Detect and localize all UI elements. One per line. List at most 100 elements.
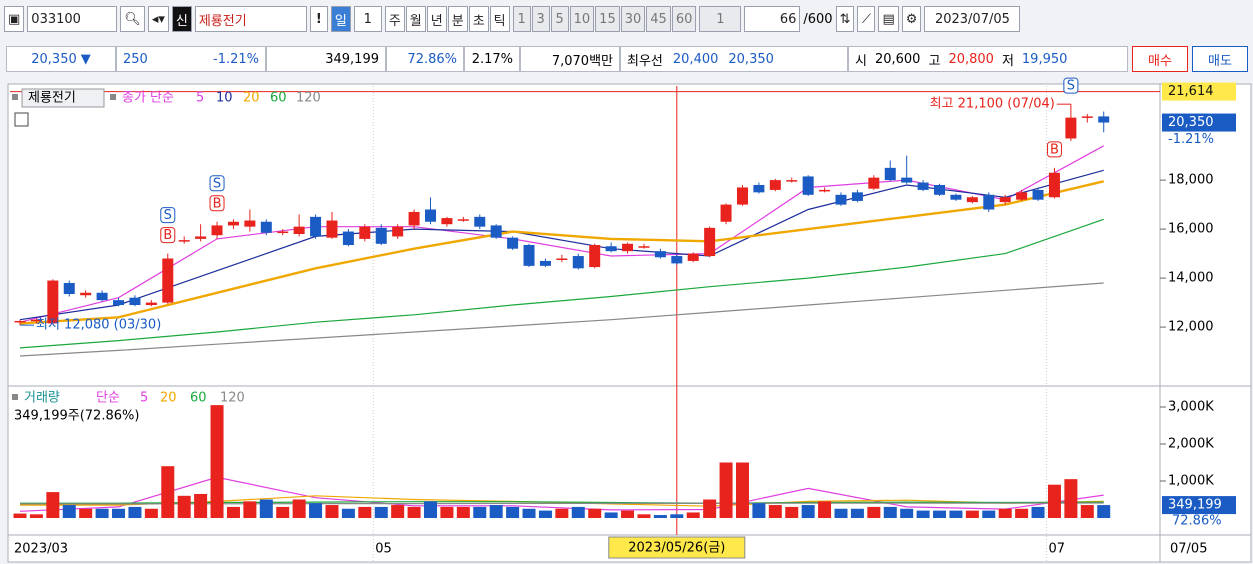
candle-body [556,258,568,260]
ask: 20,400 [672,51,719,67]
period-count[interactable]: 1 [353,6,382,32]
signal-marker: B [209,195,225,212]
candle-body [687,253,699,261]
volume-bar [1031,506,1045,519]
interval-button[interactable]: 3 [531,6,550,32]
period-button[interactable]: 년 [426,6,447,32]
legend-entry: 10 [216,91,233,106]
candle-body [884,167,896,181]
y-tick-label: 16,000 [1168,222,1214,237]
candle-body [30,319,42,322]
signal-box [160,207,176,224]
candle-body [326,220,338,238]
candle-body [342,231,354,246]
crosshair-date-box [608,536,746,559]
legend-entry: 20 [160,391,177,406]
open-label: 시 [855,53,867,69]
crosshair-date: 2023/05/26(금) [628,541,725,556]
y-tick-label: 1,000K [1168,474,1214,489]
buy-button[interactable]: 매수 [1132,46,1188,72]
candle-body [490,225,502,238]
candle-body [14,320,26,323]
settings-button[interactable]: ⚙ [901,6,922,32]
candle-body [260,221,272,233]
volume-bar [982,510,996,519]
interval-button[interactable]: 60 [671,6,697,32]
candle-body [704,227,716,257]
legend-entry: 5 [140,391,148,406]
volume-bar [867,506,881,519]
period-button[interactable]: 초 [468,6,489,32]
legend-entry: 60 [190,391,207,406]
period-button[interactable]: 분 [447,6,468,32]
candle-body [654,251,666,258]
candle-body [523,245,535,266]
info-bar: 20,350 ▼ 250 -1.21% 349,199 72.86% 2.17% 7… [0,42,1253,76]
volume-rate-label: 72.86% [1172,514,1222,529]
volume-bar [850,508,864,519]
tool-button[interactable]: ⇅ [835,6,855,32]
signal-marker: S [1063,77,1079,94]
sell-button[interactable]: 매도 [1192,46,1248,72]
interval-button[interactable]: 15 [595,6,620,32]
price-marker-box [1162,496,1236,515]
candle-body [950,194,962,200]
change-box: 250 -1.21% [116,46,266,72]
candle-body [63,282,75,295]
annotation: 최고 21,100 (07/04) [930,97,1055,112]
interval-button[interactable]: 10 [569,6,595,32]
last-date: 07/05 [1170,542,1207,557]
legend-name-box [21,88,105,108]
candle-body [293,226,305,234]
candle-body [310,216,322,237]
interval-button[interactable]: 1 [512,6,531,32]
save-button[interactable]: ▤ [878,6,899,32]
y-tick-label: 14,000 [1168,271,1214,286]
volume-bar [259,499,273,519]
period-button[interactable]: 틱 [489,6,510,32]
change-rate-label: -1.21% [1168,132,1214,147]
candle-body [622,243,634,252]
interval-button[interactable]: 30 [620,6,646,32]
legend-prefix: 단순 [96,391,120,406]
candle-body [736,187,748,205]
interval-input[interactable]: 1 [699,6,742,32]
date-input[interactable]: 2023/07/05 [924,6,1021,32]
interval-button[interactable]: 5 [550,6,569,32]
menu-button[interactable]: ▣ [4,6,25,32]
count-total: /600 [803,11,833,27]
code-input[interactable]: 033100 [27,6,118,32]
candle-body [1048,172,1060,198]
signal-marker: B [160,227,176,244]
y-tick-label: 12,000 [1168,320,1214,335]
volume-bar [785,506,799,519]
volume-bar [916,510,930,519]
volume-bar [933,510,947,519]
stock-name[interactable]: 제룡전기 [194,6,307,32]
volume-bar [46,492,60,519]
signal-label: B [163,228,172,243]
signal-label: S [1067,79,1075,94]
period-button[interactable]: 월 [405,6,426,32]
volume-bar [653,515,667,519]
volume-bar [309,503,323,519]
signal-label: S [164,208,172,223]
best-label: 최우선 [627,53,663,69]
search-button[interactable]: 🔍︎ [120,6,145,32]
alert-button[interactable]: ! [309,6,328,32]
tool-button[interactable]: ⟋ [857,6,876,32]
period-button[interactable]: 일 [330,6,351,32]
volume-rate: 72.86% [386,46,464,72]
count-input[interactable]: 66 [744,6,801,32]
volume-bar [834,508,848,519]
sound-button[interactable]: ◂▾ [147,6,169,32]
interval-button[interactable]: 45 [646,6,671,32]
period-button[interactable]: 주 [384,6,405,32]
price-marker-label: 21,614 [1168,84,1214,99]
volume-bar [735,462,749,519]
volume-bar [341,508,355,519]
volume-bar [95,508,109,519]
volume-bar [374,506,388,519]
